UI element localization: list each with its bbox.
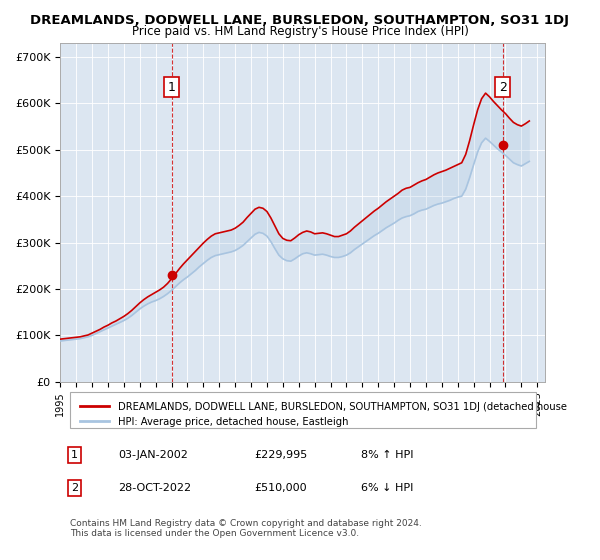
Text: 28-OCT-2022: 28-OCT-2022: [118, 483, 191, 493]
Text: 03-JAN-2002: 03-JAN-2002: [118, 450, 188, 460]
Text: Price paid vs. HM Land Registry's House Price Index (HPI): Price paid vs. HM Land Registry's House …: [131, 25, 469, 38]
Text: HPI: Average price, detached house, Eastleigh: HPI: Average price, detached house, East…: [118, 417, 349, 427]
Text: £510,000: £510,000: [254, 483, 307, 493]
Text: 8% ↑ HPI: 8% ↑ HPI: [361, 450, 413, 460]
Text: DREAMLANDS, DODWELL LANE, BURSLEDON, SOUTHAMPTON, SO31 1DJ: DREAMLANDS, DODWELL LANE, BURSLEDON, SOU…: [31, 14, 569, 27]
Text: 1: 1: [71, 450, 78, 460]
Text: 2: 2: [499, 81, 506, 94]
Text: 1: 1: [168, 81, 176, 94]
Text: £229,995: £229,995: [254, 450, 307, 460]
FancyBboxPatch shape: [70, 391, 536, 427]
Text: Contains HM Land Registry data © Crown copyright and database right 2024.
This d: Contains HM Land Registry data © Crown c…: [70, 519, 422, 538]
Text: 2: 2: [71, 483, 79, 493]
Text: DREAMLANDS, DODWELL LANE, BURSLEDON, SOUTHAMPTON, SO31 1DJ (detached house: DREAMLANDS, DODWELL LANE, BURSLEDON, SOU…: [118, 402, 568, 412]
Text: 6% ↓ HPI: 6% ↓ HPI: [361, 483, 413, 493]
